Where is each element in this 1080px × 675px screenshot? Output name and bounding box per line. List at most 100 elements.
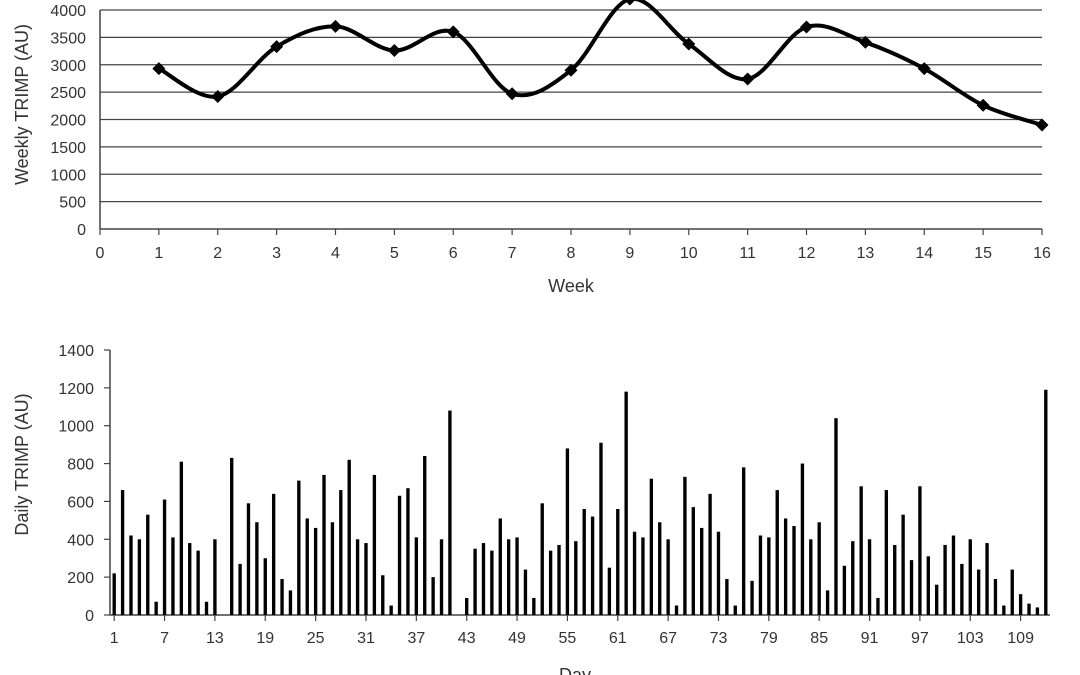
daily-bar [246, 503, 251, 615]
daily-bar [741, 467, 746, 615]
weekly-data-point [858, 35, 872, 49]
weekly-y-tick-labels: 0 500 1000 1500 2000 2500 3000 3500 4000 [50, 3, 86, 239]
daily-bar [767, 537, 771, 615]
daily-bar [758, 535, 763, 615]
weekly-data-point [152, 62, 166, 76]
weekly-data-point [387, 44, 401, 58]
daily-bar [188, 543, 192, 615]
daily-bar [834, 418, 838, 615]
daily-bar [649, 478, 654, 615]
daily-y-tick-label: 400 [67, 532, 94, 549]
daily-bar [607, 567, 612, 615]
daily-bar [355, 539, 360, 615]
daily-bar [112, 573, 116, 615]
daily-bar [783, 518, 788, 615]
weekly-y-tick-label: 2500 [50, 85, 86, 102]
weekly-data-point [1035, 118, 1049, 132]
daily-bar [532, 597, 536, 615]
daily-bar [985, 543, 989, 615]
daily-x-axis-title: Day [559, 665, 591, 675]
daily-bar [909, 560, 914, 615]
daily-x-tick-label: 73 [710, 630, 728, 647]
daily-bar [893, 544, 897, 615]
weekly-y-tick-label: 3000 [50, 58, 86, 75]
daily-x-tick-label: 25 [307, 630, 325, 647]
daily-bar [968, 539, 972, 615]
weekly-data-point [505, 87, 519, 101]
daily-bar [725, 579, 729, 615]
daily-bar [976, 569, 981, 615]
daily-bar [708, 493, 712, 615]
daily-x-tick-label: 55 [559, 630, 577, 647]
daily-y-tick-label: 200 [67, 570, 94, 587]
daily-bar [347, 459, 351, 615]
daily-x-tick-label: 37 [407, 630, 425, 647]
daily-bar [154, 601, 158, 615]
daily-bar [825, 590, 830, 615]
weekly-data-point [564, 63, 578, 77]
daily-bar [230, 457, 234, 615]
weekly-data-point [976, 98, 990, 112]
weekly-data-point [682, 37, 696, 51]
daily-bar [490, 550, 494, 615]
daily-bar [691, 507, 695, 615]
daily-y-tick-label: 0 [85, 608, 94, 625]
daily-x-tick-label: 103 [957, 630, 984, 647]
weekly-data-point [741, 72, 755, 86]
daily-bar [465, 597, 469, 615]
daily-bar [674, 605, 679, 615]
daily-bar [414, 537, 419, 615]
daily-y-tick-label: 1000 [58, 419, 94, 436]
daily-x-tick-label: 49 [508, 630, 526, 647]
daily-x-tick-label: 43 [458, 630, 476, 647]
daily-bar [775, 490, 779, 615]
daily-bar [582, 509, 586, 615]
daily-bar [733, 605, 737, 615]
daily-bar [666, 539, 670, 615]
daily-bar [515, 537, 519, 615]
weekly-x-tick-label: 9 [625, 245, 634, 262]
weekly-data-point [270, 40, 284, 54]
weekly-data-point [446, 25, 460, 39]
daily-y-tick-label: 1200 [58, 381, 94, 398]
daily-bar [557, 544, 561, 615]
daily-bar [179, 461, 184, 615]
weekly-y-tick-label: 2000 [50, 113, 86, 130]
daily-bar [935, 584, 939, 615]
daily-bar [1027, 603, 1031, 615]
daily-bar [901, 514, 905, 615]
weekly-data-point [917, 62, 931, 76]
weekly-x-axis-title: Week [548, 276, 595, 296]
daily-x-tick-label: 67 [659, 630, 677, 647]
weekly-x-tick-label: 13 [856, 245, 874, 262]
daily-bar [506, 539, 511, 615]
weekly-x-tick-label: 11 [739, 245, 756, 262]
daily-bar [431, 577, 435, 615]
daily-bar [658, 522, 662, 615]
daily-bar [1018, 594, 1023, 615]
weekly-y-tick-label: 1500 [50, 140, 86, 157]
weekly-y-tick-label: 0 [77, 222, 86, 239]
weekly-data-point [211, 90, 225, 104]
daily-bar [137, 539, 142, 615]
daily-x-tick-label: 13 [206, 630, 224, 647]
daily-bar [146, 514, 150, 615]
weekly-x-tick-label: 7 [508, 245, 517, 262]
daily-bar [943, 544, 947, 615]
daily-bar [196, 550, 200, 615]
weekly-x-tick-label: 14 [915, 245, 933, 262]
daily-bar [397, 495, 402, 615]
daily-y-tick-label: 1400 [58, 343, 94, 360]
daily-y-tick-label: 800 [67, 457, 94, 474]
daily-bars [112, 389, 1048, 615]
daily-bar [162, 499, 167, 615]
weekly-x-tick-labels: 0 1 2 3 4 5 6 7 8 9 10 11 12 13 14 15 16 [96, 245, 1051, 262]
daily-bar [439, 539, 444, 615]
daily-bar [700, 527, 704, 615]
daily-bar [716, 531, 721, 615]
daily-bar [951, 535, 956, 615]
daily-bar [339, 490, 343, 615]
daily-x-tick-labels: 1 7 13 19 25 31 37 43 49 55 61 67 73 79 85 91 97 103 109 [110, 630, 1034, 647]
